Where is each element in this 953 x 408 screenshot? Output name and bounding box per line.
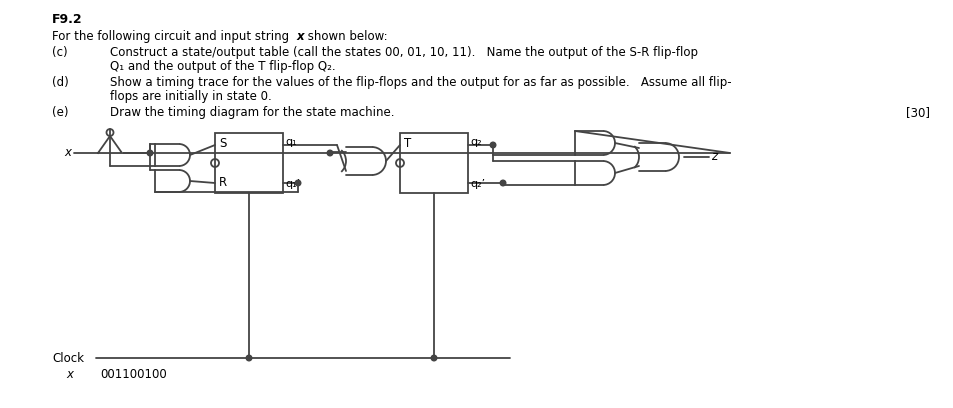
Text: q₁: q₁ bbox=[285, 137, 296, 147]
Text: Show a timing trace for the values of the flip-flops and the output for as far a: Show a timing trace for the values of th… bbox=[110, 76, 731, 89]
Circle shape bbox=[499, 180, 505, 186]
Circle shape bbox=[294, 180, 300, 186]
Text: q₂: q₂ bbox=[470, 137, 481, 147]
Text: [30]: [30] bbox=[905, 106, 929, 119]
Text: q₁’: q₁’ bbox=[285, 179, 300, 189]
Text: (d): (d) bbox=[52, 76, 69, 89]
Circle shape bbox=[490, 142, 496, 148]
Text: z: z bbox=[710, 151, 717, 164]
Text: Q₁ and the output of the T flip-flop Q₂.: Q₁ and the output of the T flip-flop Q₂. bbox=[110, 60, 335, 73]
Text: x: x bbox=[66, 368, 73, 381]
Text: S: S bbox=[219, 137, 226, 150]
Circle shape bbox=[246, 355, 252, 361]
Text: 001100100: 001100100 bbox=[100, 368, 167, 381]
Polygon shape bbox=[98, 136, 122, 153]
Text: Clock: Clock bbox=[52, 352, 84, 364]
Text: F9.2: F9.2 bbox=[52, 13, 83, 26]
Bar bbox=[399, 133, 468, 193]
Text: Draw the timing diagram for the state machine.: Draw the timing diagram for the state ma… bbox=[110, 106, 395, 119]
Text: shown below:: shown below: bbox=[304, 30, 387, 43]
Bar bbox=[214, 133, 283, 193]
Text: flops are initially in state 0.: flops are initially in state 0. bbox=[110, 90, 272, 103]
Text: R: R bbox=[219, 176, 227, 189]
Circle shape bbox=[327, 150, 333, 156]
Text: For the following circuit and input string: For the following circuit and input stri… bbox=[52, 30, 293, 43]
Circle shape bbox=[147, 150, 152, 156]
Text: x: x bbox=[64, 146, 71, 160]
Text: x: x bbox=[295, 30, 303, 43]
Text: T: T bbox=[403, 137, 411, 150]
Text: q₂’: q₂’ bbox=[470, 179, 485, 189]
Text: (c): (c) bbox=[52, 46, 68, 59]
Text: Construct a state/output table (call the states 00, 01, 10, 11).   Name the outp: Construct a state/output table (call the… bbox=[110, 46, 698, 59]
Circle shape bbox=[431, 355, 436, 361]
Text: (e): (e) bbox=[52, 106, 69, 119]
